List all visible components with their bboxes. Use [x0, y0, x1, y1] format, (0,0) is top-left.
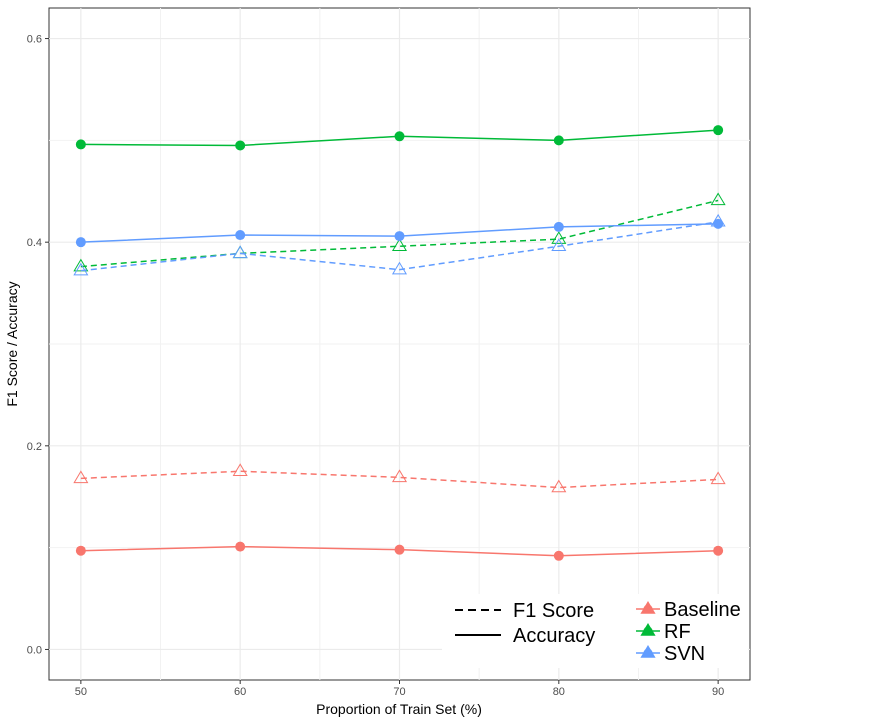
data-point: [73, 258, 89, 272]
data-point: [710, 471, 726, 485]
data-point: [713, 125, 724, 136]
data-point: [710, 213, 726, 227]
legend-key-circle: [643, 648, 653, 658]
series-line: [80, 470, 719, 489]
data-point: [710, 192, 726, 206]
data-point: [551, 238, 567, 251]
x-tick-label: 60: [234, 686, 246, 698]
data-point: [394, 544, 405, 555]
y-tick-label: 0.4: [27, 237, 42, 249]
series-line: [80, 221, 719, 272]
series-layer: [73, 125, 726, 561]
linetype-legend: F1 Score Accuracy: [455, 600, 595, 647]
y-tick-label: 0.6: [27, 34, 42, 46]
y-tick-label: 0.2: [27, 441, 42, 453]
data-point: [553, 135, 564, 146]
legend-label: RF: [664, 621, 691, 643]
data-point: [73, 262, 89, 276]
data-point: [394, 131, 405, 142]
y-axis-title: F1 Score / Accuracy: [4, 281, 20, 406]
data-point: [551, 479, 567, 493]
series-rf-accuracy: [75, 125, 724, 151]
x-axis-title: Proportion of Train Set (%): [316, 701, 482, 717]
series-baseline-accuracy: [75, 541, 724, 561]
y-tick-label: 0.0: [27, 644, 42, 656]
x-tick-label: 50: [75, 686, 87, 698]
data-point: [75, 237, 86, 248]
data-point: [232, 245, 248, 259]
data-point: [394, 231, 405, 242]
data-point: [232, 463, 248, 476]
data-point: [235, 140, 246, 151]
x-tick-label: 70: [393, 686, 405, 698]
x-tick-label: 80: [553, 686, 565, 698]
legend-background: [442, 594, 748, 668]
data-point: [73, 470, 89, 484]
series-svn-accuracy: [75, 218, 724, 248]
legend-key-circle: [643, 626, 653, 636]
legend-label: SVN: [664, 643, 705, 665]
data-point: [235, 541, 246, 552]
x-tick-label: 90: [712, 686, 724, 698]
data-point: [235, 230, 246, 241]
axes: 50 60 70 80 90 0.0 0.2 0.4 0.6: [27, 34, 725, 698]
legend-key-circle: [643, 604, 653, 614]
legend-label: Baseline: [664, 599, 741, 621]
series-baseline-f1-score: [73, 463, 726, 493]
series-svn-f1-score: [73, 213, 726, 276]
legend-label: Accuracy: [513, 625, 595, 647]
legend-label: F1 Score: [513, 600, 594, 622]
data-point: [713, 545, 724, 556]
grid-lines: [49, 8, 750, 680]
data-point: [391, 469, 408, 483]
data-point: [553, 550, 564, 561]
data-point: [75, 545, 86, 556]
data-point: [553, 221, 564, 232]
data-point: [75, 139, 86, 150]
data-point: [551, 231, 567, 244]
data-point: [391, 261, 408, 275]
data-point: [391, 238, 408, 251]
